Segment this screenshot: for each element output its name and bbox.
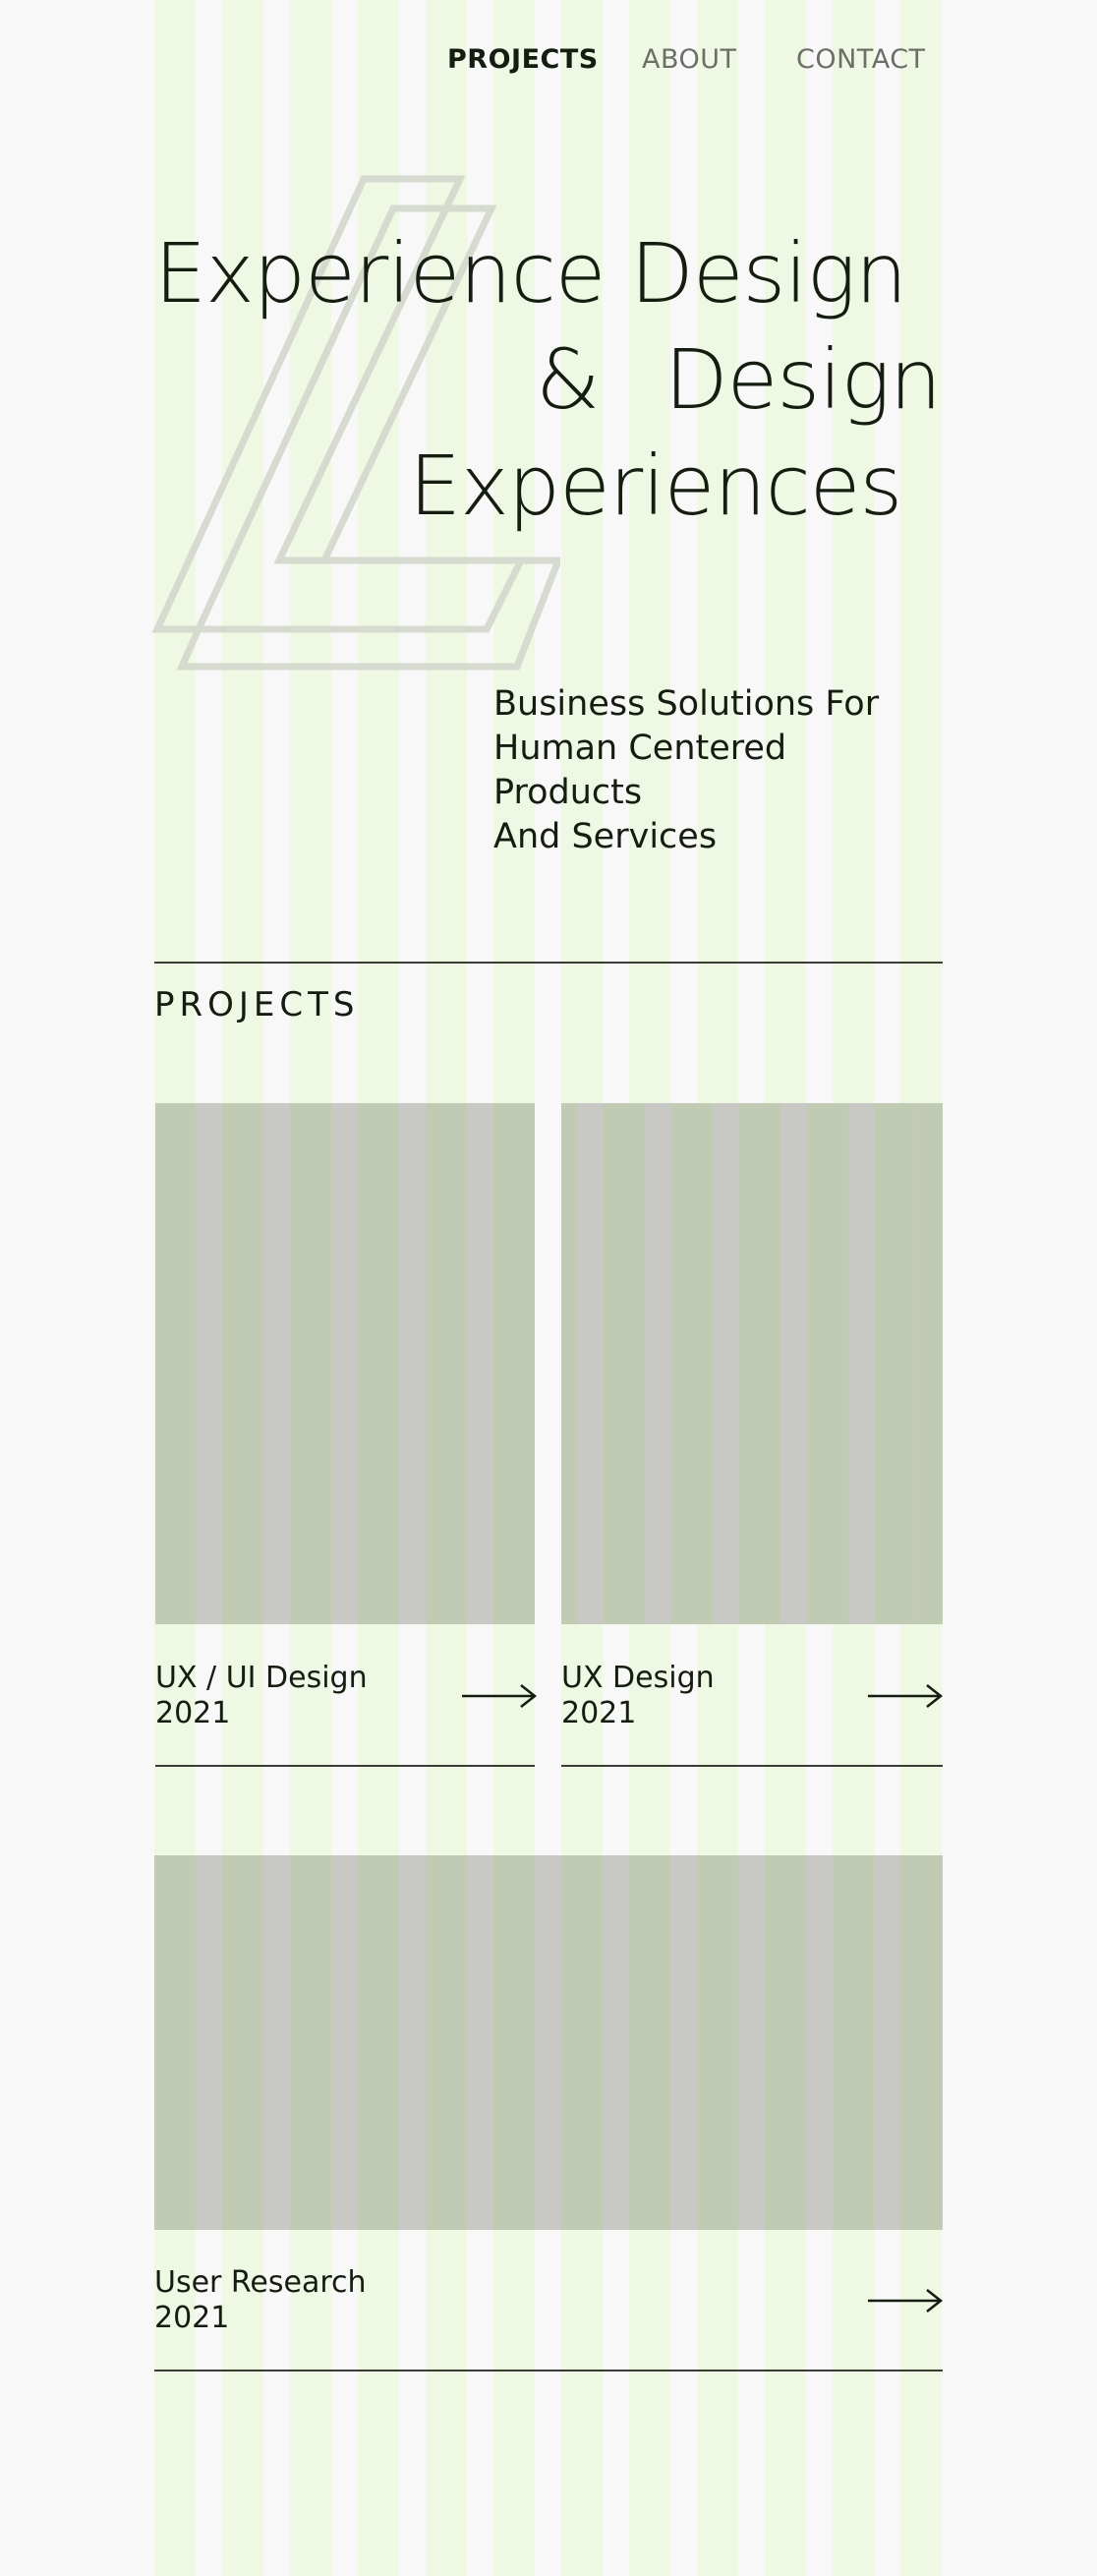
hero-line-1: Experience Design <box>154 225 907 322</box>
nav-about[interactable]: ABOUT <box>642 44 737 75</box>
project-image-1[interactable] <box>155 1103 535 1624</box>
project-image-2[interactable] <box>561 1103 943 1624</box>
project-year: 2021 <box>155 1696 231 1730</box>
card-divider <box>154 2370 943 2371</box>
arrow-right-icon[interactable] <box>866 2286 945 2315</box>
project-image-3[interactable] <box>154 1855 943 2230</box>
nav-projects[interactable]: PROJECTS <box>447 44 599 75</box>
project-card-1-label: UX / UI Design 2021 <box>155 1661 368 1731</box>
arrow-right-icon[interactable] <box>460 1681 539 1711</box>
project-card-2-label: UX Design 2021 <box>561 1661 715 1731</box>
project-title: User Research <box>154 2265 367 2300</box>
card-divider <box>561 1765 943 1767</box>
project-year: 2021 <box>561 1696 637 1730</box>
card-divider <box>155 1765 535 1767</box>
logo-mark-icon <box>151 175 560 671</box>
tagline-line-3: And Services <box>493 817 718 856</box>
hero-ampersand: & <box>536 331 601 428</box>
project-title: UX / UI Design <box>155 1661 368 1695</box>
project-title: UX Design <box>561 1661 715 1695</box>
hero-tagline: Business Solutions For Human Centered Pr… <box>493 682 946 859</box>
arrow-right-icon[interactable] <box>866 1681 945 1711</box>
section-title-projects: PROJECTS <box>154 985 360 1025</box>
project-year: 2021 <box>154 2301 230 2335</box>
nav-contact[interactable]: CONTACT <box>796 44 926 75</box>
section-divider <box>154 962 943 964</box>
hero-line-2: Design <box>664 331 942 428</box>
tagline-line-1: Business Solutions For <box>493 684 880 724</box>
project-card-3-label: User Research 2021 <box>154 2265 367 2336</box>
hero-line-3: Experiences <box>409 438 902 534</box>
tagline-line-2: Human Centered Products <box>493 729 787 812</box>
